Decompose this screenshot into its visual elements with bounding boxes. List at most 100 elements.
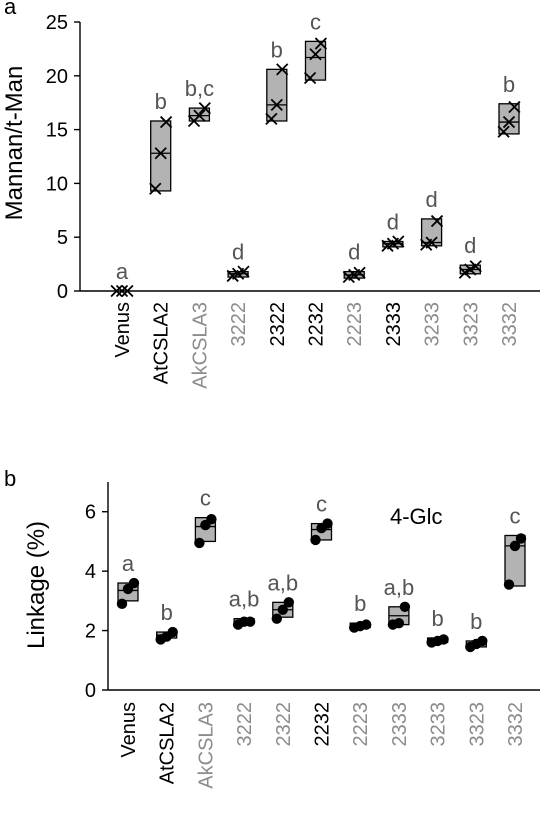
x-tick-label: 3332: [505, 702, 527, 747]
data-point: [271, 613, 282, 624]
data-point-x: [392, 235, 405, 248]
data-point: [361, 619, 372, 630]
panel-b-x-tick-labels: Venus AtCSLA2 AkCSLA3 3222 2322 2232 2223 2333 3…: [118, 702, 527, 789]
data-point-x-stroke: [154, 147, 167, 160]
y-tick-label: 5: [57, 227, 68, 249]
data-point-x: [149, 182, 162, 195]
x-tick-label: AkCSLA3: [195, 702, 217, 789]
data-point-x: [193, 109, 206, 122]
data-point-x: [115, 284, 129, 298]
data-point-x: [497, 125, 510, 138]
x-tick-label: 2232: [312, 702, 334, 747]
x-tick-label: AkCSLA3: [189, 302, 211, 389]
y-tick-label: 20: [46, 66, 68, 88]
x-tick-label: 2333: [383, 302, 405, 347]
significance-letter: a,b: [229, 587, 260, 612]
x-tick-label: 2232: [306, 302, 328, 347]
data-point-x-stroke: [110, 284, 123, 298]
data-point: [399, 601, 411, 612]
y-tick-label: 6: [85, 502, 96, 524]
box: [420, 218, 443, 247]
data-point-x-stroke: [458, 266, 472, 279]
significance-letter: c: [200, 486, 211, 511]
data-point: [116, 598, 128, 610]
significance-letter: d: [387, 210, 399, 235]
significance-letter: b: [155, 89, 167, 114]
data-point: [167, 626, 178, 638]
data-point-x-stroke: [303, 71, 317, 85]
y-tick-label: 0: [85, 680, 96, 702]
data-point-x-stroke: [392, 235, 405, 248]
x-tick-label: Venus: [118, 702, 140, 758]
data-point-x-stroke: [430, 214, 444, 228]
data-point-x: [110, 284, 123, 298]
panel-b-label: b: [4, 466, 16, 491]
x-tick-label: 3233: [422, 302, 444, 347]
data-point-x-stroke: [309, 48, 322, 61]
data-point-x-stroke: [193, 109, 206, 122]
data-point: [477, 635, 488, 647]
panel-a-plot-area: a b b,c d b c d d d d b: [110, 9, 521, 298]
data-point-x-stroke: [198, 101, 211, 115]
panel-b-axes: [107, 482, 540, 691]
significance-letter: a: [122, 551, 135, 576]
significance-letter: c: [510, 503, 521, 528]
data-point-x: [159, 115, 173, 129]
significance-letter: b: [161, 600, 173, 625]
panel-b-annotation: 4-Glc: [390, 504, 443, 529]
panel-a-axes: [79, 22, 540, 292]
x-tick-label: 2322: [273, 702, 295, 747]
data-point: [277, 604, 288, 615]
significance-letter: a: [116, 259, 129, 284]
data-point: [515, 533, 527, 544]
panel-b-y-ticks: 0 2 4 6: [85, 502, 108, 702]
panel-b-plot-area: a b c a,b a,b c b a,b b b c: [116, 486, 527, 653]
y-tick-label: 15: [46, 120, 68, 142]
significance-letter: c: [316, 492, 327, 517]
data-point-x-stroke: [497, 125, 510, 138]
significance-letter: b: [431, 606, 443, 631]
data-point: [503, 579, 515, 590]
data-point-x: [237, 265, 250, 278]
data-point-x: [265, 112, 278, 125]
significance-letter: b: [354, 591, 366, 616]
significance-letter: b: [503, 72, 515, 97]
data-point: [310, 534, 321, 546]
data-point-x-stroke: [469, 260, 482, 273]
panel-a-y-axis-label: Mannan/t-Man: [1, 66, 28, 221]
significance-letter: b,c: [185, 76, 214, 101]
data-point: [283, 597, 294, 608]
data-point: [509, 540, 521, 552]
significance-letter: b: [470, 609, 482, 634]
x-tick-label: AtCSLA2: [157, 702, 179, 784]
data-point: [438, 634, 449, 645]
box: [266, 68, 288, 122]
significance-letter: d: [232, 240, 244, 265]
significance-letter: b: [271, 37, 283, 62]
x-tick-label: Venus: [112, 302, 134, 358]
data-point-x-stroke: [502, 115, 516, 129]
x-tick-label: 3233: [428, 702, 450, 747]
data-point-x-stroke: [425, 236, 438, 249]
box: [504, 534, 526, 587]
y-tick-label: 25: [46, 12, 68, 34]
x-tick-label: 2223: [350, 702, 372, 747]
data-point-x: [464, 263, 477, 276]
data-point-x: [303, 71, 317, 85]
data-point-x: [276, 63, 289, 76]
data-point-x-stroke: [464, 263, 477, 276]
panel-b-y-axis-label: Linkage (%): [23, 521, 50, 649]
x-tick-label: 3222: [234, 702, 256, 747]
data-point-x-stroke: [270, 98, 283, 111]
data-point-x: [508, 100, 521, 114]
significance-letter: d: [425, 187, 437, 212]
data-point-x: [314, 37, 328, 50]
data-point: [128, 577, 140, 589]
data-point-x-stroke: [314, 37, 328, 50]
x-tick-label: 3332: [499, 302, 521, 347]
data-point-x: [502, 115, 516, 129]
significance-letter: c: [310, 9, 321, 34]
x-tick-label: 3323: [460, 302, 482, 347]
data-point-x-stroke: [121, 284, 134, 298]
